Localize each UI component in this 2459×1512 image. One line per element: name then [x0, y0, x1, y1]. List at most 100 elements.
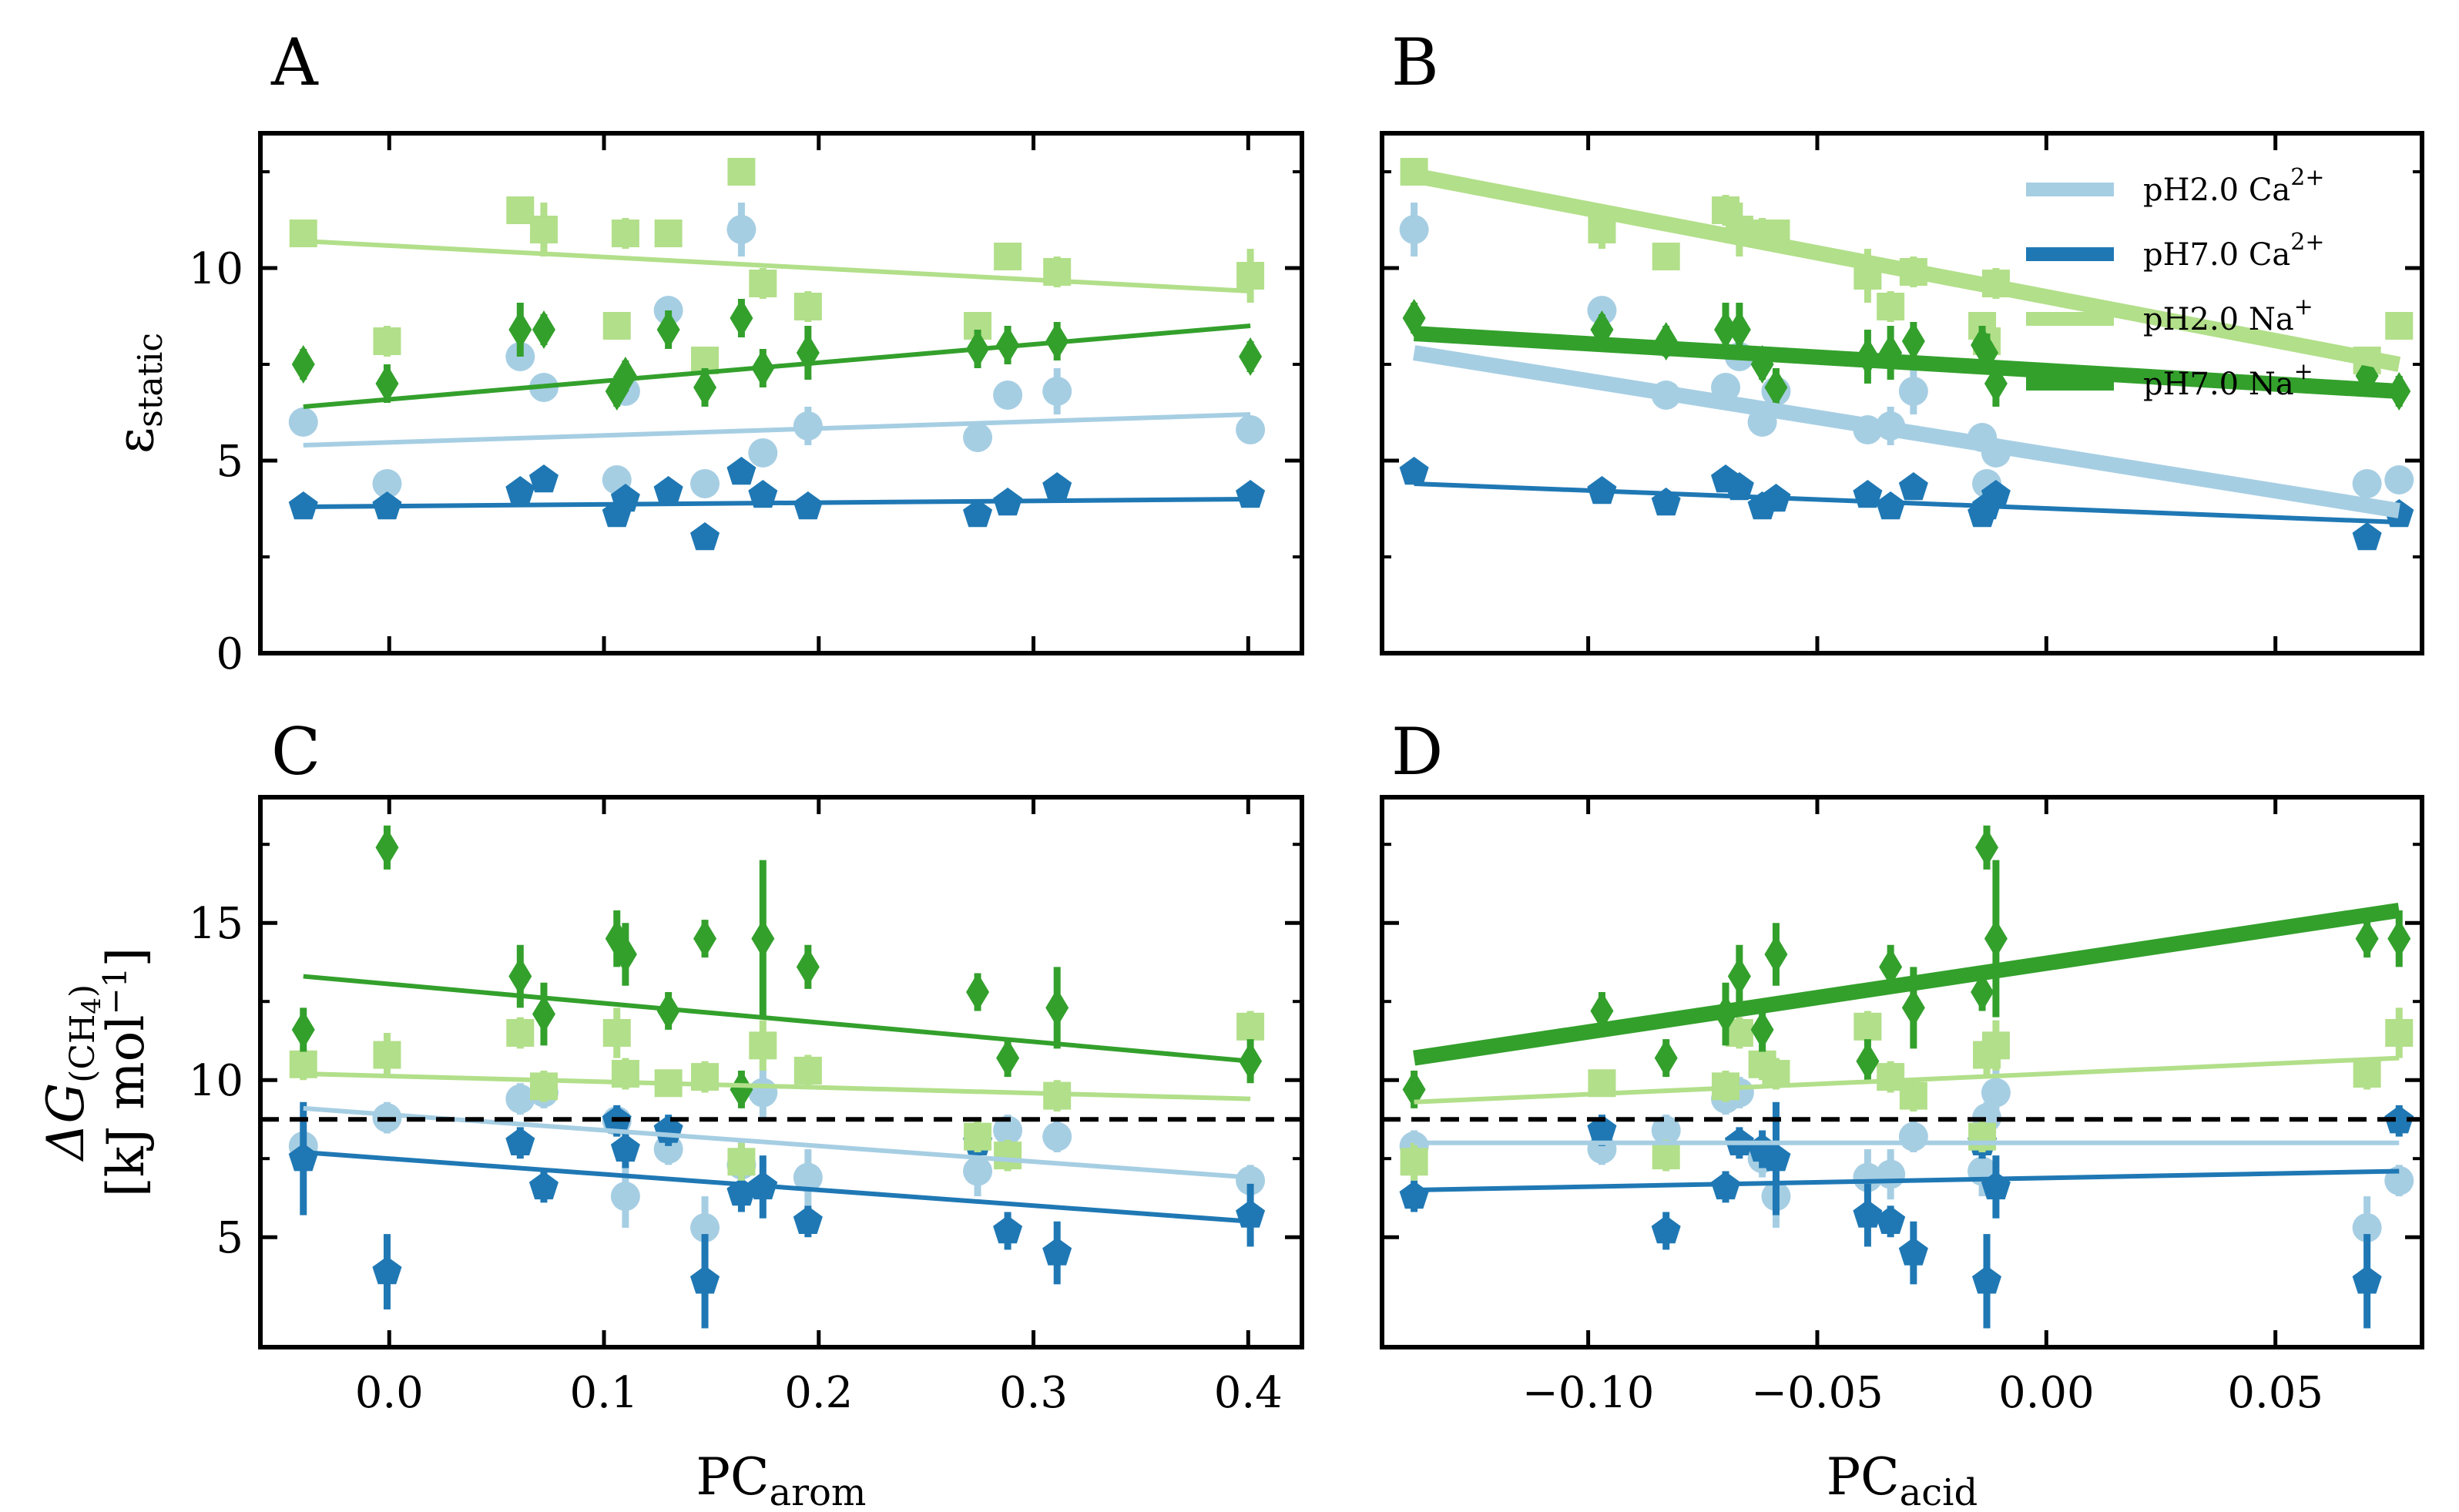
data-point: [1724, 472, 1754, 501]
legend-label-text: pH2.0 Ca: [2143, 173, 2290, 208]
data-point: [2385, 1019, 2414, 1047]
data-point: [529, 1072, 558, 1101]
series-diamond: [291, 299, 1263, 411]
data-point: [690, 1266, 720, 1294]
series-circle: [288, 203, 1266, 498]
data-point: [748, 438, 778, 468]
data-point: [1901, 988, 1925, 1028]
data-point: [1042, 472, 1072, 501]
data-point: [1898, 472, 1928, 501]
data-point: [793, 1205, 823, 1234]
data-point: [506, 1019, 535, 1047]
x-tick-label: −0.05: [1751, 1368, 1884, 1418]
data-point: [1971, 972, 1994, 1011]
series-pentagon: [288, 1101, 1266, 1329]
data-point: [966, 972, 990, 1011]
data-point: [796, 947, 820, 987]
data-point: [2352, 1212, 2382, 1242]
data-point: [1898, 1121, 1928, 1152]
fit-line: [303, 412, 1251, 448]
data-point: [749, 270, 777, 297]
data-point: [656, 310, 680, 349]
series-square: [1400, 1007, 2414, 1181]
data-point: [693, 368, 717, 407]
x-axis-label-base: PC: [1827, 1447, 1900, 1507]
data-point: [1981, 1078, 2011, 1108]
data-point: [2355, 919, 2379, 958]
y-label-delta-g: ΔG: [36, 1083, 96, 1162]
data-point: [1652, 243, 1680, 270]
fit-line: [1414, 1055, 2400, 1105]
axes-frame: [258, 131, 1304, 655]
legend-label-sup: +: [2294, 358, 2313, 385]
series-pentagon: [288, 457, 1266, 551]
data-point: [748, 1078, 778, 1108]
data-point: [1975, 828, 1999, 867]
data-point: [288, 407, 318, 437]
data-point: [1968, 1122, 1997, 1151]
legend-label: pH2.0 Na+: [2143, 293, 2313, 337]
data-point: [1856, 1041, 1880, 1081]
y-tick-label: 5: [216, 437, 243, 487]
data-point: [793, 1162, 823, 1192]
data-point: [506, 196, 535, 224]
data-point: [793, 293, 822, 320]
y-tick-label: 0: [216, 629, 243, 679]
x-tick-label: 0.2: [784, 1368, 853, 1418]
legend-label-text: pH2.0 Na: [2143, 302, 2294, 337]
data-point: [963, 1156, 993, 1186]
data-point: [751, 919, 775, 958]
fit-line: [1414, 326, 2400, 399]
data-point: [690, 522, 720, 551]
y-tick-label: 15: [189, 899, 243, 949]
y-label-sub2: 4: [76, 997, 107, 1014]
data-point: [1399, 1181, 1429, 1209]
data-point: [1879, 947, 1903, 987]
data-point: [1901, 322, 1925, 360]
data-point: [505, 1127, 535, 1155]
fit-line: [303, 324, 1251, 409]
x-axis-label: PCacid: [1827, 1447, 1978, 1512]
data-point: [727, 158, 756, 186]
data-point: [288, 1143, 318, 1172]
data-point: [793, 1056, 822, 1085]
data-point: [1399, 215, 1429, 244]
data-point: [529, 216, 558, 243]
data-point: [1853, 1162, 1883, 1192]
fit-line: [1414, 481, 2400, 525]
data-point: [1984, 919, 2008, 958]
data-point: [1764, 368, 1788, 407]
x-tick-label: 0.0: [355, 1368, 424, 1418]
panel-D: D −0.10 −0.05 0.00 0.05 PCacid: [1380, 714, 2424, 1512]
data-point: [602, 312, 631, 340]
data-point: [2352, 1266, 2382, 1294]
data-point: [730, 299, 753, 337]
data-point: [1764, 935, 1788, 974]
legend-label-sup: 2+: [2290, 164, 2324, 191]
data-point: [1876, 1159, 1906, 1189]
data-point: [994, 243, 1022, 270]
data-point: [611, 220, 639, 247]
data-point: [726, 215, 756, 244]
data-point: [291, 345, 315, 384]
y-axis-label-sub: static: [131, 333, 170, 427]
y-tick-label: 10: [189, 244, 243, 294]
data-point: [2352, 522, 2382, 551]
data-point: [2385, 312, 2414, 340]
data-point: [964, 1122, 992, 1151]
x-tick-label: 0.00: [1998, 1368, 2095, 1418]
y-axis-label-line2: [kJ mol−1]: [96, 947, 156, 1197]
data-point: [1877, 293, 1905, 320]
fit-line: [303, 497, 1251, 509]
data-point: [1400, 1148, 1428, 1176]
data-point: [993, 381, 1023, 410]
y-label-sub3: ): [63, 984, 102, 997]
fit-line: [1412, 168, 2401, 372]
data-point: [1652, 1142, 1680, 1170]
legend: pH2.0 Ca2+pH7.0 Ca2+pH2.0 Na+pH7.0 Na+: [2026, 164, 2325, 402]
data-point: [693, 919, 717, 958]
data-point: [1402, 1070, 1426, 1109]
data-point: [1236, 415, 1266, 444]
axes-frame: [258, 795, 1304, 1349]
